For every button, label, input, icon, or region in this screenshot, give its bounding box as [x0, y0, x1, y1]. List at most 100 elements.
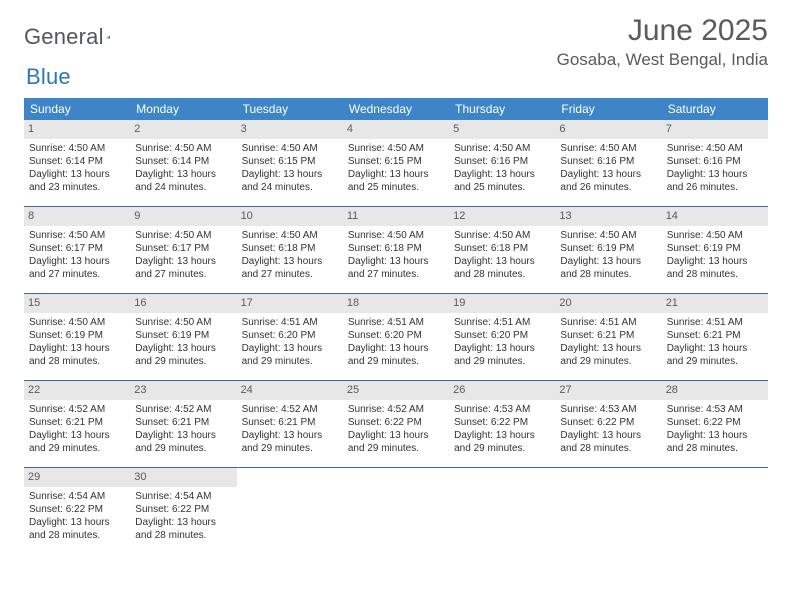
daylight-line: Daylight: 13 hours and 29 minutes. [29, 429, 125, 455]
daylight-line: Daylight: 13 hours and 28 minutes. [560, 255, 656, 281]
day-number: 18 [343, 294, 449, 313]
day-cell: 15Sunrise: 4:50 AMSunset: 6:19 PMDayligh… [24, 294, 130, 380]
day-number: 15 [24, 294, 130, 313]
sunrise-line: Sunrise: 4:51 AM [242, 316, 338, 329]
sunset-line: Sunset: 6:15 PM [348, 155, 444, 168]
daylight-line: Daylight: 13 hours and 24 minutes. [135, 168, 231, 194]
daylight-line: Daylight: 13 hours and 23 minutes. [29, 168, 125, 194]
sunset-line: Sunset: 6:15 PM [242, 155, 338, 168]
day-number: 1 [24, 120, 130, 139]
day-header: Saturday [662, 98, 768, 120]
day-number: 19 [449, 294, 555, 313]
day-header: Thursday [449, 98, 555, 120]
sunrise-line: Sunrise: 4:50 AM [135, 142, 231, 155]
day-body: Sunrise: 4:50 AMSunset: 6:17 PMDaylight:… [135, 229, 231, 282]
day-body: Sunrise: 4:50 AMSunset: 6:19 PMDaylight:… [135, 316, 231, 369]
day-body: Sunrise: 4:50 AMSunset: 6:18 PMDaylight:… [454, 229, 550, 282]
sunset-line: Sunset: 6:21 PM [667, 329, 763, 342]
day-body: Sunrise: 4:50 AMSunset: 6:15 PMDaylight:… [242, 142, 338, 195]
daylight-line: Daylight: 13 hours and 29 minutes. [454, 429, 550, 455]
day-number: 26 [449, 381, 555, 400]
day-cell: 6Sunrise: 4:50 AMSunset: 6:16 PMDaylight… [555, 120, 661, 206]
sunset-line: Sunset: 6:21 PM [242, 416, 338, 429]
day-number: 20 [555, 294, 661, 313]
day-header: Friday [555, 98, 661, 120]
daylight-line: Daylight: 13 hours and 25 minutes. [348, 168, 444, 194]
day-body: Sunrise: 4:50 AMSunset: 6:19 PMDaylight:… [560, 229, 656, 282]
sunrise-line: Sunrise: 4:54 AM [29, 490, 125, 503]
sunset-line: Sunset: 6:21 PM [560, 329, 656, 342]
day-number: 7 [662, 120, 768, 139]
day-body: Sunrise: 4:50 AMSunset: 6:16 PMDaylight:… [454, 142, 550, 195]
day-cell: 29Sunrise: 4:54 AMSunset: 6:22 PMDayligh… [24, 468, 130, 554]
day-number: 6 [555, 120, 661, 139]
day-number: 29 [24, 468, 130, 487]
sunset-line: Sunset: 6:22 PM [29, 503, 125, 516]
day-cell: 10Sunrise: 4:50 AMSunset: 6:18 PMDayligh… [237, 207, 343, 293]
sunset-line: Sunset: 6:22 PM [135, 503, 231, 516]
day-cell: 23Sunrise: 4:52 AMSunset: 6:21 PMDayligh… [130, 381, 236, 467]
sunset-line: Sunset: 6:20 PM [348, 329, 444, 342]
sunrise-line: Sunrise: 4:50 AM [348, 229, 444, 242]
month-title: June 2025 [557, 14, 768, 48]
sunset-line: Sunset: 6:22 PM [454, 416, 550, 429]
daylight-line: Daylight: 13 hours and 28 minutes. [454, 255, 550, 281]
sunset-line: Sunset: 6:19 PM [667, 242, 763, 255]
day-body: Sunrise: 4:50 AMSunset: 6:14 PMDaylight:… [135, 142, 231, 195]
daylight-line: Daylight: 13 hours and 29 minutes. [242, 342, 338, 368]
day-body: Sunrise: 4:50 AMSunset: 6:16 PMDaylight:… [667, 142, 763, 195]
sunset-line: Sunset: 6:17 PM [135, 242, 231, 255]
sunrise-line: Sunrise: 4:53 AM [560, 403, 656, 416]
sunrise-line: Sunrise: 4:50 AM [242, 229, 338, 242]
day-cell: 19Sunrise: 4:51 AMSunset: 6:20 PMDayligh… [449, 294, 555, 380]
day-cell: 25Sunrise: 4:52 AMSunset: 6:22 PMDayligh… [343, 381, 449, 467]
day-cell: 26Sunrise: 4:53 AMSunset: 6:22 PMDayligh… [449, 381, 555, 467]
daylight-line: Daylight: 13 hours and 29 minutes. [454, 342, 550, 368]
daylight-line: Daylight: 13 hours and 28 minutes. [135, 516, 231, 542]
day-cell: 1 Sunrise: 4:50 AMSunset: 6:14 PMDaylight… [24, 120, 130, 206]
sunrise-line: Sunrise: 4:50 AM [242, 142, 338, 155]
sunset-line: Sunset: 6:16 PM [667, 155, 763, 168]
day-cell: 2Sunrise: 4:50 AMSunset: 6:14 PMDaylight… [130, 120, 236, 206]
sunset-line: Sunset: 6:19 PM [135, 329, 231, 342]
sunrise-line: Sunrise: 4:50 AM [560, 229, 656, 242]
day-cell: 22Sunrise: 4:52 AMSunset: 6:21 PMDayligh… [24, 381, 130, 467]
sunrise-line: Sunrise: 4:51 AM [667, 316, 763, 329]
day-cell: 9 Sunrise: 4:50 AMSunset: 6:17 PMDaylight… [130, 207, 236, 293]
day-cell: 27Sunrise: 4:53 AMSunset: 6:22 PMDayligh… [555, 381, 661, 467]
day-number: 9 [130, 207, 236, 226]
day-cell: 17Sunrise: 4:51 AMSunset: 6:20 PMDayligh… [237, 294, 343, 380]
day-number: 10 [237, 207, 343, 226]
sunset-line: Sunset: 6:14 PM [29, 155, 125, 168]
day-cell: 13Sunrise: 4:50 AMSunset: 6:19 PMDayligh… [555, 207, 661, 293]
day-cell [449, 468, 555, 554]
daylight-line: Daylight: 13 hours and 29 minutes. [560, 342, 656, 368]
sunset-line: Sunset: 6:21 PM [135, 416, 231, 429]
sunset-line: Sunset: 6:18 PM [242, 242, 338, 255]
day-body: Sunrise: 4:52 AMSunset: 6:22 PMDaylight:… [348, 403, 444, 456]
sunrise-line: Sunrise: 4:52 AM [135, 403, 231, 416]
day-body: Sunrise: 4:51 AMSunset: 6:20 PMDaylight:… [242, 316, 338, 369]
day-cell: 14Sunrise: 4:50 AMSunset: 6:19 PMDayligh… [662, 207, 768, 293]
day-body: Sunrise: 4:50 AMSunset: 6:14 PMDaylight:… [29, 142, 125, 195]
sunset-line: Sunset: 6:22 PM [667, 416, 763, 429]
day-number: 23 [130, 381, 236, 400]
sunrise-line: Sunrise: 4:51 AM [560, 316, 656, 329]
sunset-line: Sunset: 6:17 PM [29, 242, 125, 255]
day-cell: 20 Sunrise: 4:51 AMSunset: 6:21 PMDayligh… [555, 294, 661, 380]
day-number: 14 [662, 207, 768, 226]
sunset-line: Sunset: 6:16 PM [560, 155, 656, 168]
daylight-line: Daylight: 13 hours and 25 minutes. [454, 168, 550, 194]
day-body: Sunrise: 4:51 AMSunset: 6:21 PMDaylight:… [560, 316, 656, 369]
logo-blue: Blue [26, 64, 71, 90]
title-block: June 2025 Gosaba, West Bengal, India [557, 14, 768, 70]
sunrise-line: Sunrise: 4:50 AM [135, 229, 231, 242]
sunset-line: Sunset: 6:18 PM [454, 242, 550, 255]
daylight-line: Daylight: 13 hours and 29 minutes. [667, 342, 763, 368]
daylight-line: Daylight: 13 hours and 29 minutes. [348, 429, 444, 455]
daylight-line: Daylight: 13 hours and 29 minutes. [348, 342, 444, 368]
daylight-line: Daylight: 13 hours and 28 minutes. [667, 255, 763, 281]
sunrise-line: Sunrise: 4:50 AM [348, 142, 444, 155]
sunset-line: Sunset: 6:21 PM [29, 416, 125, 429]
daylight-line: Daylight: 13 hours and 27 minutes. [29, 255, 125, 281]
